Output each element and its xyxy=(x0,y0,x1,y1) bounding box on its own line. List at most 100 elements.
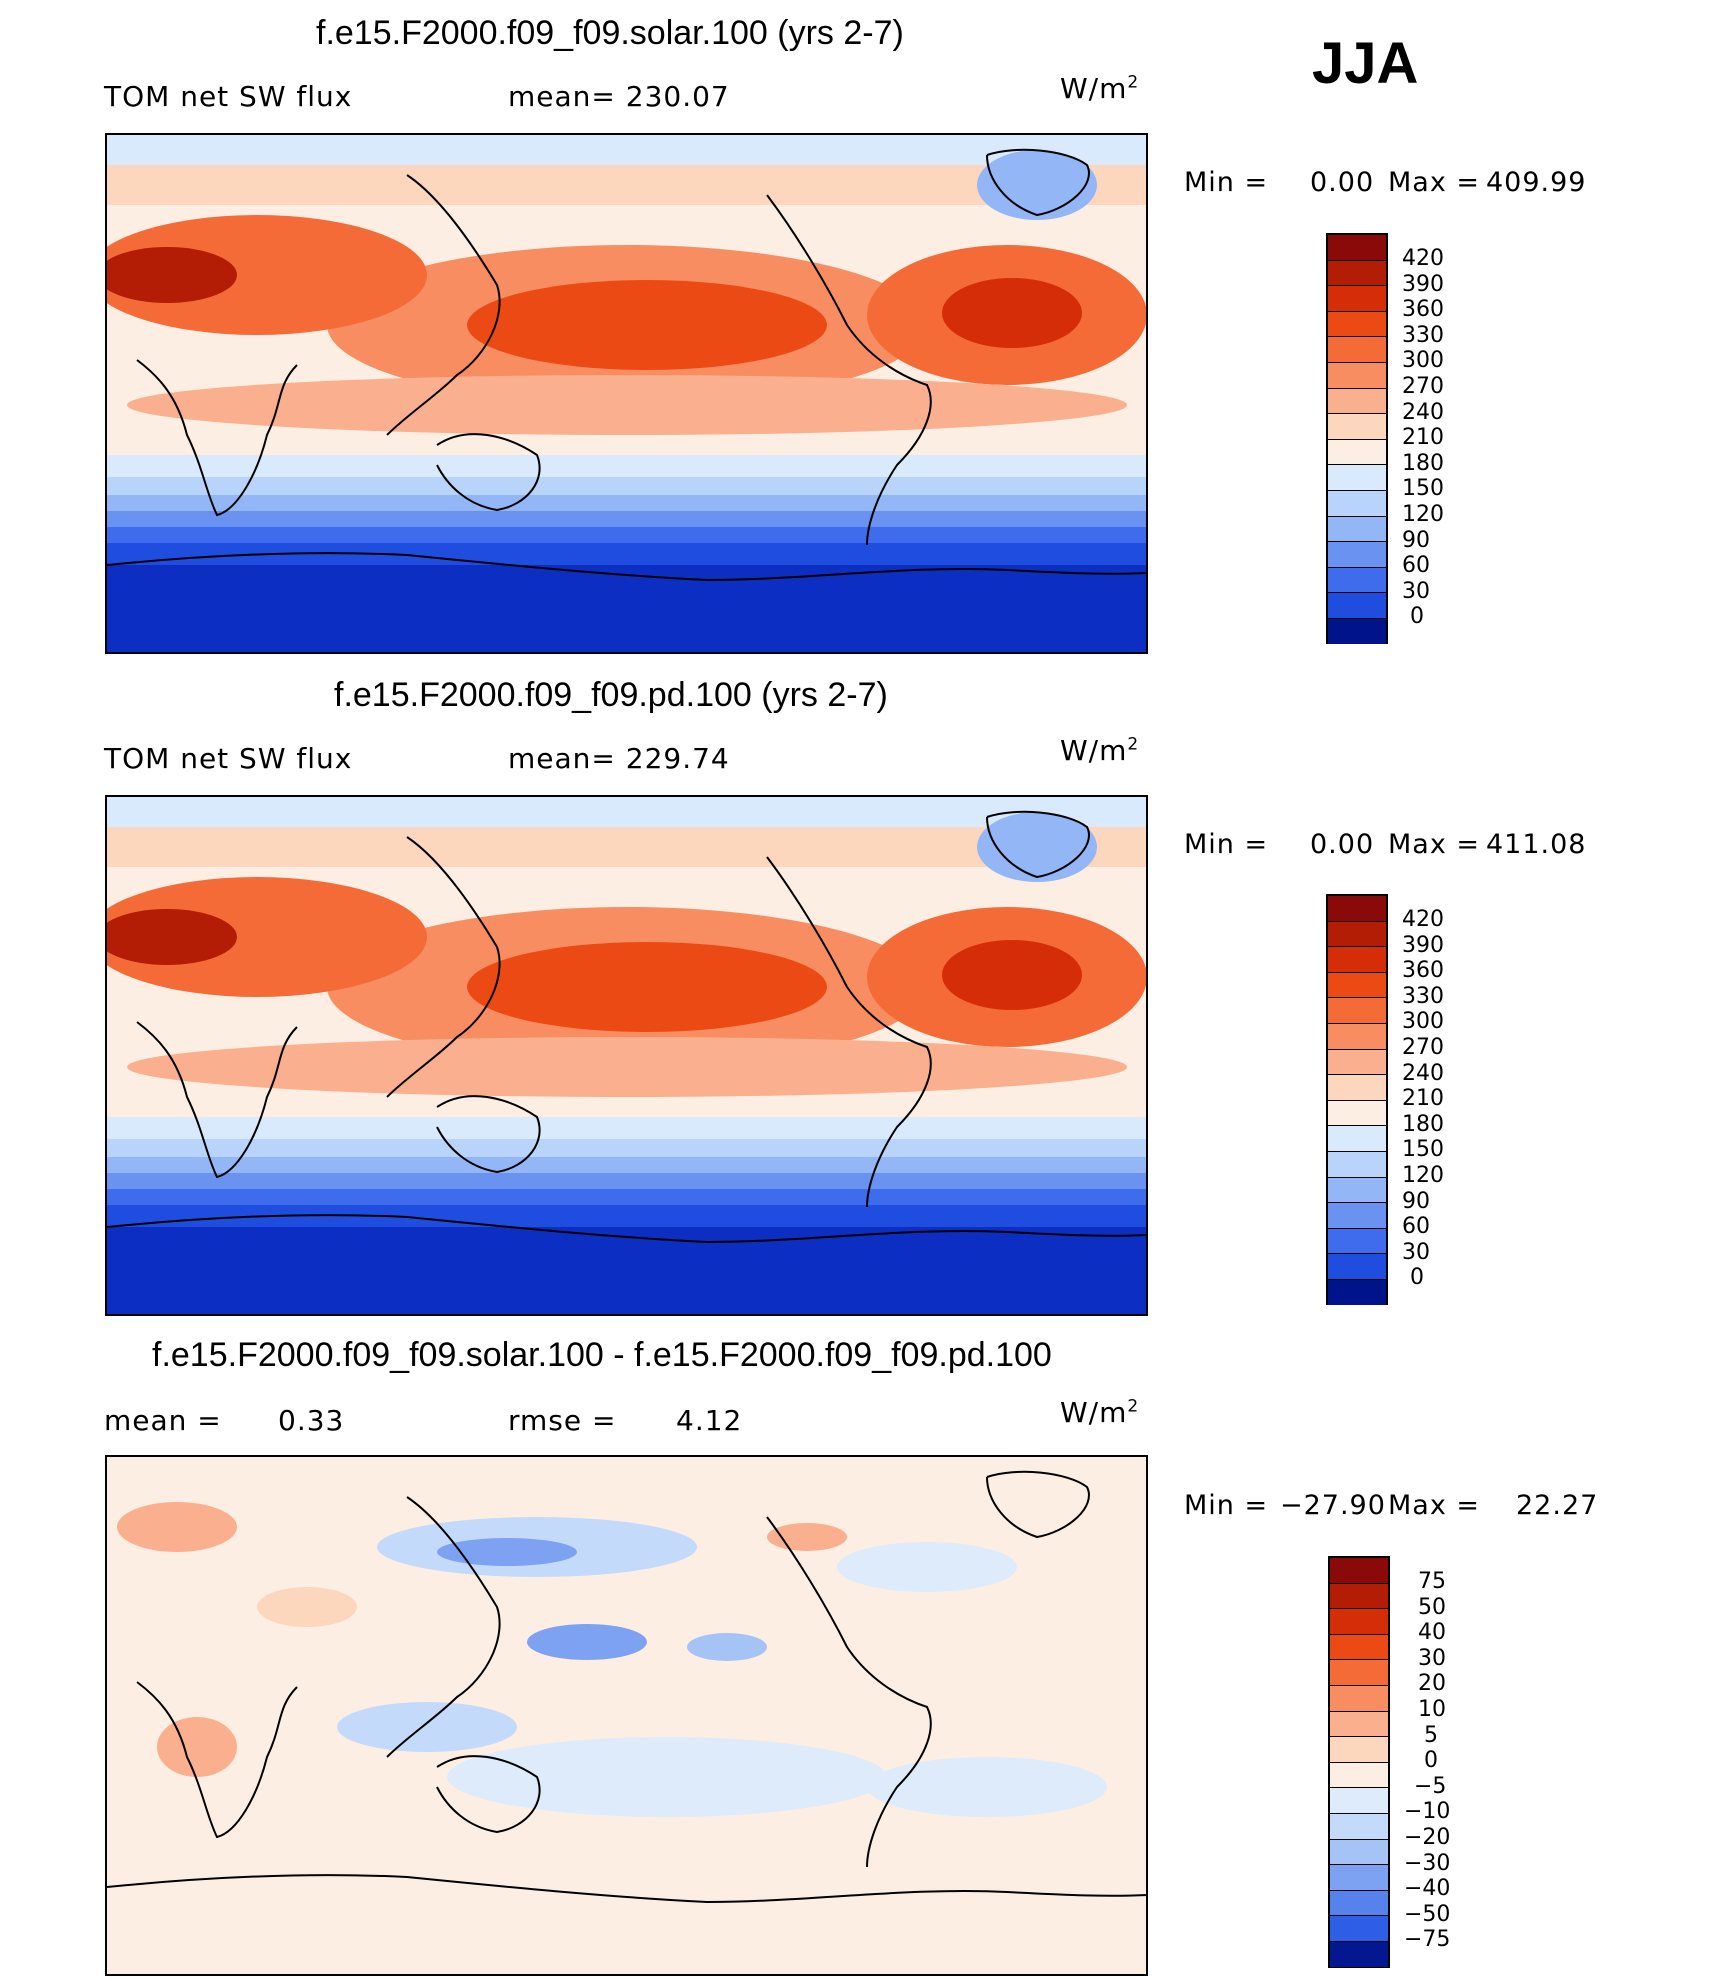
diff-neg-maritime xyxy=(337,1702,517,1752)
colorbar-swatch xyxy=(1328,998,1386,1024)
colorbar-swatch xyxy=(1328,896,1386,922)
asia-coast xyxy=(386,1496,501,1758)
colorbar-label: 210 xyxy=(1402,1086,1444,1112)
colorbar-swatch xyxy=(1328,1254,1386,1280)
units-exponent: 2 xyxy=(1127,72,1140,93)
colorbar-swatch xyxy=(1328,593,1386,619)
northern-band xyxy=(107,165,1146,205)
coastlines xyxy=(107,148,1146,582)
colorbar-label: 0 xyxy=(1410,604,1424,630)
colorbar-swatch xyxy=(1328,542,1386,568)
panel-1-max-label: Max = xyxy=(1388,167,1481,198)
panel-2-max-label: Max = xyxy=(1388,829,1481,860)
diff-neg-pacific-east xyxy=(687,1633,767,1661)
colorbar-label: 90 xyxy=(1402,527,1430,553)
greenland-coast xyxy=(986,810,1090,879)
panel-3-colorbar xyxy=(1328,1556,1390,1968)
units-exponent: 2 xyxy=(1127,734,1140,755)
coastlines xyxy=(107,1470,1146,1904)
band-0 xyxy=(107,565,1146,652)
panel-3-mean-label: mean = xyxy=(104,1404,222,1437)
season-label: JJA xyxy=(1312,31,1419,96)
colorbar-label: 90 xyxy=(1402,1188,1430,1214)
panel-3-title: f.e15.F2000.f09_f09.solar.100 - f.e15.F2… xyxy=(152,1336,1052,1374)
colorbar-label: 50 xyxy=(1418,1594,1446,1620)
colorbar-label: 40 xyxy=(1418,1620,1446,1646)
colorbar-label: −10 xyxy=(1404,1799,1451,1825)
antarctica-coast xyxy=(107,1214,1146,1244)
panel-1-map-svg xyxy=(107,135,1146,652)
colorbar-swatch xyxy=(1328,516,1386,543)
americas-coast xyxy=(766,856,932,1208)
colorbar-label: 390 xyxy=(1402,932,1444,958)
colorbar-label: 360 xyxy=(1402,297,1444,323)
colorbar-swatch xyxy=(1328,1228,1386,1255)
africa-coast xyxy=(136,359,298,517)
colorbar-swatch xyxy=(1330,1634,1388,1661)
colorbar-swatch xyxy=(1330,1558,1388,1584)
colorbar-swatch xyxy=(1328,311,1386,338)
diff-neg-core xyxy=(437,1538,577,1566)
americas-coast xyxy=(766,194,932,546)
northern-band xyxy=(107,827,1146,867)
colorbar-label: −50 xyxy=(1404,1901,1451,1927)
panel-1-mean-label: mean= 230.07 xyxy=(508,80,730,113)
africa-coast xyxy=(136,1681,298,1839)
asia-coast xyxy=(386,836,501,1098)
colorbar-label: 0 xyxy=(1410,1265,1424,1291)
colorbar-label: 120 xyxy=(1402,502,1444,527)
panel-1-map xyxy=(105,133,1148,654)
colorbar-swatch xyxy=(1330,1583,1388,1610)
panel-3-min-value: −27.90 xyxy=(1280,1490,1386,1521)
panel-2-map-svg xyxy=(107,797,1146,1314)
tropical-band xyxy=(127,375,1127,435)
eurasia-high xyxy=(107,215,427,335)
tropical-band xyxy=(127,1037,1127,1097)
colorbar-label: −5 xyxy=(1414,1773,1447,1799)
band-30 xyxy=(107,1205,1146,1227)
colorbar-label: 20 xyxy=(1418,1671,1446,1697)
panel-3-units: W/m2 xyxy=(1060,1396,1139,1429)
panel-3-mean-value: 0.33 xyxy=(278,1404,345,1437)
colorbar-label: 150 xyxy=(1402,1137,1444,1163)
panel-2-mean-label: mean= 229.74 xyxy=(508,742,730,775)
band-60 xyxy=(107,1189,1146,1205)
mideast-max xyxy=(107,909,237,965)
band-30 xyxy=(107,543,1146,565)
greenland-coast xyxy=(986,148,1090,217)
arctic-band xyxy=(107,797,1146,827)
colorbar-label: 180 xyxy=(1402,450,1444,476)
colorbar-label: 60 xyxy=(1402,553,1430,579)
arctic-band xyxy=(107,135,1146,165)
colorbar-swatch xyxy=(1328,1177,1386,1204)
colorbar-swatch xyxy=(1330,1916,1388,1942)
colorbar-swatch xyxy=(1328,567,1386,594)
panel-1-min-value: 0.00 xyxy=(1310,167,1375,198)
mideast-max xyxy=(107,247,237,303)
colorbar-label: −20 xyxy=(1404,1825,1451,1850)
panel-2-title: f.e15.F2000.f09_f09.pd.100 (yrs 2-7) xyxy=(334,676,888,714)
colorbar-label: −40 xyxy=(1404,1876,1451,1902)
diff-pos-alaska xyxy=(767,1523,847,1551)
colorbar-swatch xyxy=(1328,1100,1386,1127)
band-150 xyxy=(107,477,1146,495)
colorbar-label: 120 xyxy=(1402,1163,1444,1188)
colorbar-label: 330 xyxy=(1402,322,1444,348)
eurasia-high xyxy=(107,877,427,997)
units-exponent: 2 xyxy=(1127,1396,1140,1417)
americas-coast xyxy=(766,1516,932,1868)
australia-coast xyxy=(436,1095,541,1174)
colorbar-swatch xyxy=(1330,1762,1388,1789)
panel-3-rmse-label: rmse = xyxy=(508,1404,617,1437)
colorbar-label: 240 xyxy=(1402,1060,1444,1086)
colorbar-label: −30 xyxy=(1404,1850,1451,1876)
diff-neg-atlantic xyxy=(837,1542,1017,1592)
panel-1-colorbar xyxy=(1326,233,1388,644)
colorbar-label: 10 xyxy=(1418,1697,1446,1722)
colorbar-swatch xyxy=(1330,1839,1388,1866)
panel-3-min-label: Min = xyxy=(1184,1490,1269,1521)
colorbar-label: 420 xyxy=(1402,246,1444,271)
colorbar-swatch xyxy=(1328,618,1386,644)
panel-2-colorbar xyxy=(1326,894,1388,1305)
colorbar-label: 30 xyxy=(1402,578,1430,604)
